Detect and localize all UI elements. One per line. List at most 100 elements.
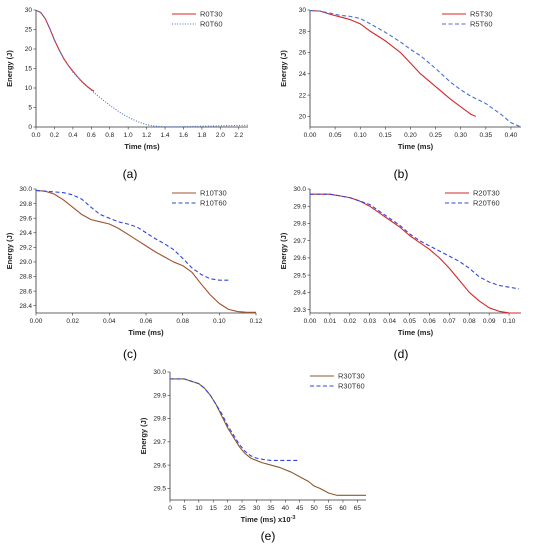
chart-panel-b: 0.00 0.05 0.10 0.15 0.20 0.25 0.30 0.35 0.40 20 22… bbox=[279, 7, 522, 181]
x-tick-label: 1.6 bbox=[179, 132, 188, 139]
y-tick-label: 30.0 bbox=[293, 186, 306, 193]
x-tick-label: 0.40 bbox=[505, 132, 518, 139]
x-tick-label: 30 bbox=[253, 505, 261, 512]
x-tick-label: 65 bbox=[354, 505, 362, 512]
series-line-r5t30 bbox=[309, 9, 477, 117]
legend-entry: R20T30 bbox=[473, 189, 500, 198]
y-tick-label: 10 bbox=[25, 85, 33, 92]
y-tick-label: 29.6 bbox=[293, 255, 306, 262]
y-tick-label: 29.5 bbox=[153, 486, 166, 493]
x-tick-label: 0.35 bbox=[480, 132, 493, 139]
x-tick-label: 0.00 bbox=[304, 318, 317, 325]
x-tick-label: 0.25 bbox=[429, 132, 442, 139]
x-axis-label: Time (ms) bbox=[128, 328, 164, 337]
series-line-r30t60 bbox=[170, 378, 300, 461]
panel-caption: (c) bbox=[123, 347, 137, 361]
y-tick-label: 29.4 bbox=[19, 230, 32, 237]
y-tick-label: 29.9 bbox=[293, 203, 306, 210]
x-tick-label: 40 bbox=[282, 505, 290, 512]
x-tick-label: 0.00 bbox=[30, 318, 43, 325]
y-tick-label: 29.2 bbox=[19, 245, 32, 252]
series-line-r30t30 bbox=[170, 378, 366, 496]
x-tick-label: 10 bbox=[195, 505, 203, 512]
legend-entry: R10T30 bbox=[200, 189, 227, 198]
y-tick-label: 29.7 bbox=[293, 238, 306, 245]
y-tick-label: 0 bbox=[28, 124, 32, 131]
legend-entry: R5T30 bbox=[470, 10, 493, 19]
x-tick-label: 0.06 bbox=[140, 318, 153, 325]
chart-panel-c: 0.00 0.02 0.04 0.06 0.08 0.10 0.12 28.4 28.6 28.8… bbox=[5, 186, 263, 361]
x-tick-label: 0 bbox=[168, 505, 172, 512]
x-tick-label: 0.04 bbox=[103, 318, 116, 325]
y-tick-label: 29.4 bbox=[293, 290, 306, 297]
chart-panel-a: 0.0 0.2 0.4 0.6 0.8 1.0 1.2 1.4 1.6 1.8 2.0 2.2 0 5 10… bbox=[5, 7, 249, 181]
x-tick-label: 2.0 bbox=[216, 132, 225, 139]
y-tick-label: 29.6 bbox=[153, 462, 166, 469]
legend-entry: R30T60 bbox=[338, 382, 365, 391]
series-line-r20t60 bbox=[310, 193, 520, 290]
x-axis-label: Time (ms) bbox=[398, 328, 434, 337]
panel-caption: (e) bbox=[261, 529, 276, 543]
x-tick-label: 0.09 bbox=[483, 318, 496, 325]
x-tick-label: 0.0 bbox=[31, 132, 40, 139]
y-tick-label: 29.7 bbox=[153, 439, 166, 446]
y-tick-label: 30.0 bbox=[153, 369, 166, 376]
x-tick-label: 0.04 bbox=[383, 318, 396, 325]
series-line-r0t30 bbox=[35, 9, 95, 92]
y-axis-label: Energy (J) bbox=[5, 232, 14, 269]
x-tick-label: 0.10 bbox=[213, 318, 226, 325]
x-tick-label: 0.06 bbox=[423, 318, 436, 325]
y-tick-label: 20 bbox=[25, 46, 33, 53]
y-tick-label: 28.6 bbox=[19, 288, 32, 295]
x-tick-label: 15 bbox=[210, 505, 218, 512]
panel-caption: (b) bbox=[394, 167, 409, 181]
x-tick-label: 0.07 bbox=[443, 318, 456, 325]
x-tick-label: 60 bbox=[339, 505, 347, 512]
legend-entry: R10T60 bbox=[200, 199, 227, 208]
x-tick-label: 5 bbox=[183, 505, 187, 512]
x-tick-label: 0.08 bbox=[176, 318, 189, 325]
x-tick-label: 0.4 bbox=[68, 132, 77, 139]
x-tick-label: 0.08 bbox=[463, 318, 476, 325]
y-tick-label: 28 bbox=[299, 28, 307, 35]
x-tick-label: 0.2 bbox=[50, 132, 59, 139]
y-axis-label: Energy (J) bbox=[5, 50, 14, 87]
y-tick-label: 28.8 bbox=[19, 274, 32, 281]
y-tick-label: 22 bbox=[299, 92, 307, 99]
x-axis-label: Time (ms) bbox=[124, 142, 160, 151]
y-tick-label: 29.5 bbox=[293, 272, 306, 279]
x-tick-label: 0.8 bbox=[105, 132, 114, 139]
x-tick-label: 0.05 bbox=[329, 132, 342, 139]
y-tick-label: 24 bbox=[299, 71, 307, 78]
x-tick-label: 55 bbox=[325, 505, 333, 512]
x-axis-label: Time (ms) bbox=[398, 142, 434, 151]
y-tick-label: 29.3 bbox=[293, 307, 306, 314]
series-line-r20t30 bbox=[310, 193, 520, 314]
x-tick-label: 25 bbox=[238, 505, 246, 512]
y-tick-label: 28.4 bbox=[19, 303, 32, 310]
x-tick-label: 0.10 bbox=[354, 132, 367, 139]
y-tick-label: 25 bbox=[25, 27, 33, 34]
legend-entry: R0T30 bbox=[200, 10, 223, 19]
series-line-r0t60 bbox=[35, 9, 249, 128]
x-tick-label: 0.03 bbox=[363, 318, 376, 325]
x-tick-label: 20 bbox=[224, 505, 232, 512]
x-tick-label: 0.02 bbox=[343, 318, 356, 325]
x-tick-label: 0.05 bbox=[403, 318, 416, 325]
legend-entry: R20T60 bbox=[473, 199, 500, 208]
y-tick-label: 26 bbox=[299, 50, 307, 57]
y-tick-label: 20 bbox=[299, 114, 307, 121]
x-axis-label: Time (ms) x10-3 bbox=[241, 515, 296, 524]
y-tick-label: 29.8 bbox=[293, 221, 306, 228]
y-axis-label: Energy (J) bbox=[139, 417, 148, 454]
x-tick-label: 35 bbox=[267, 505, 275, 512]
x-tick-label: 1.2 bbox=[142, 132, 151, 139]
x-tick-label: 0.02 bbox=[66, 318, 79, 325]
x-tick-label: 0.00 bbox=[304, 132, 317, 139]
